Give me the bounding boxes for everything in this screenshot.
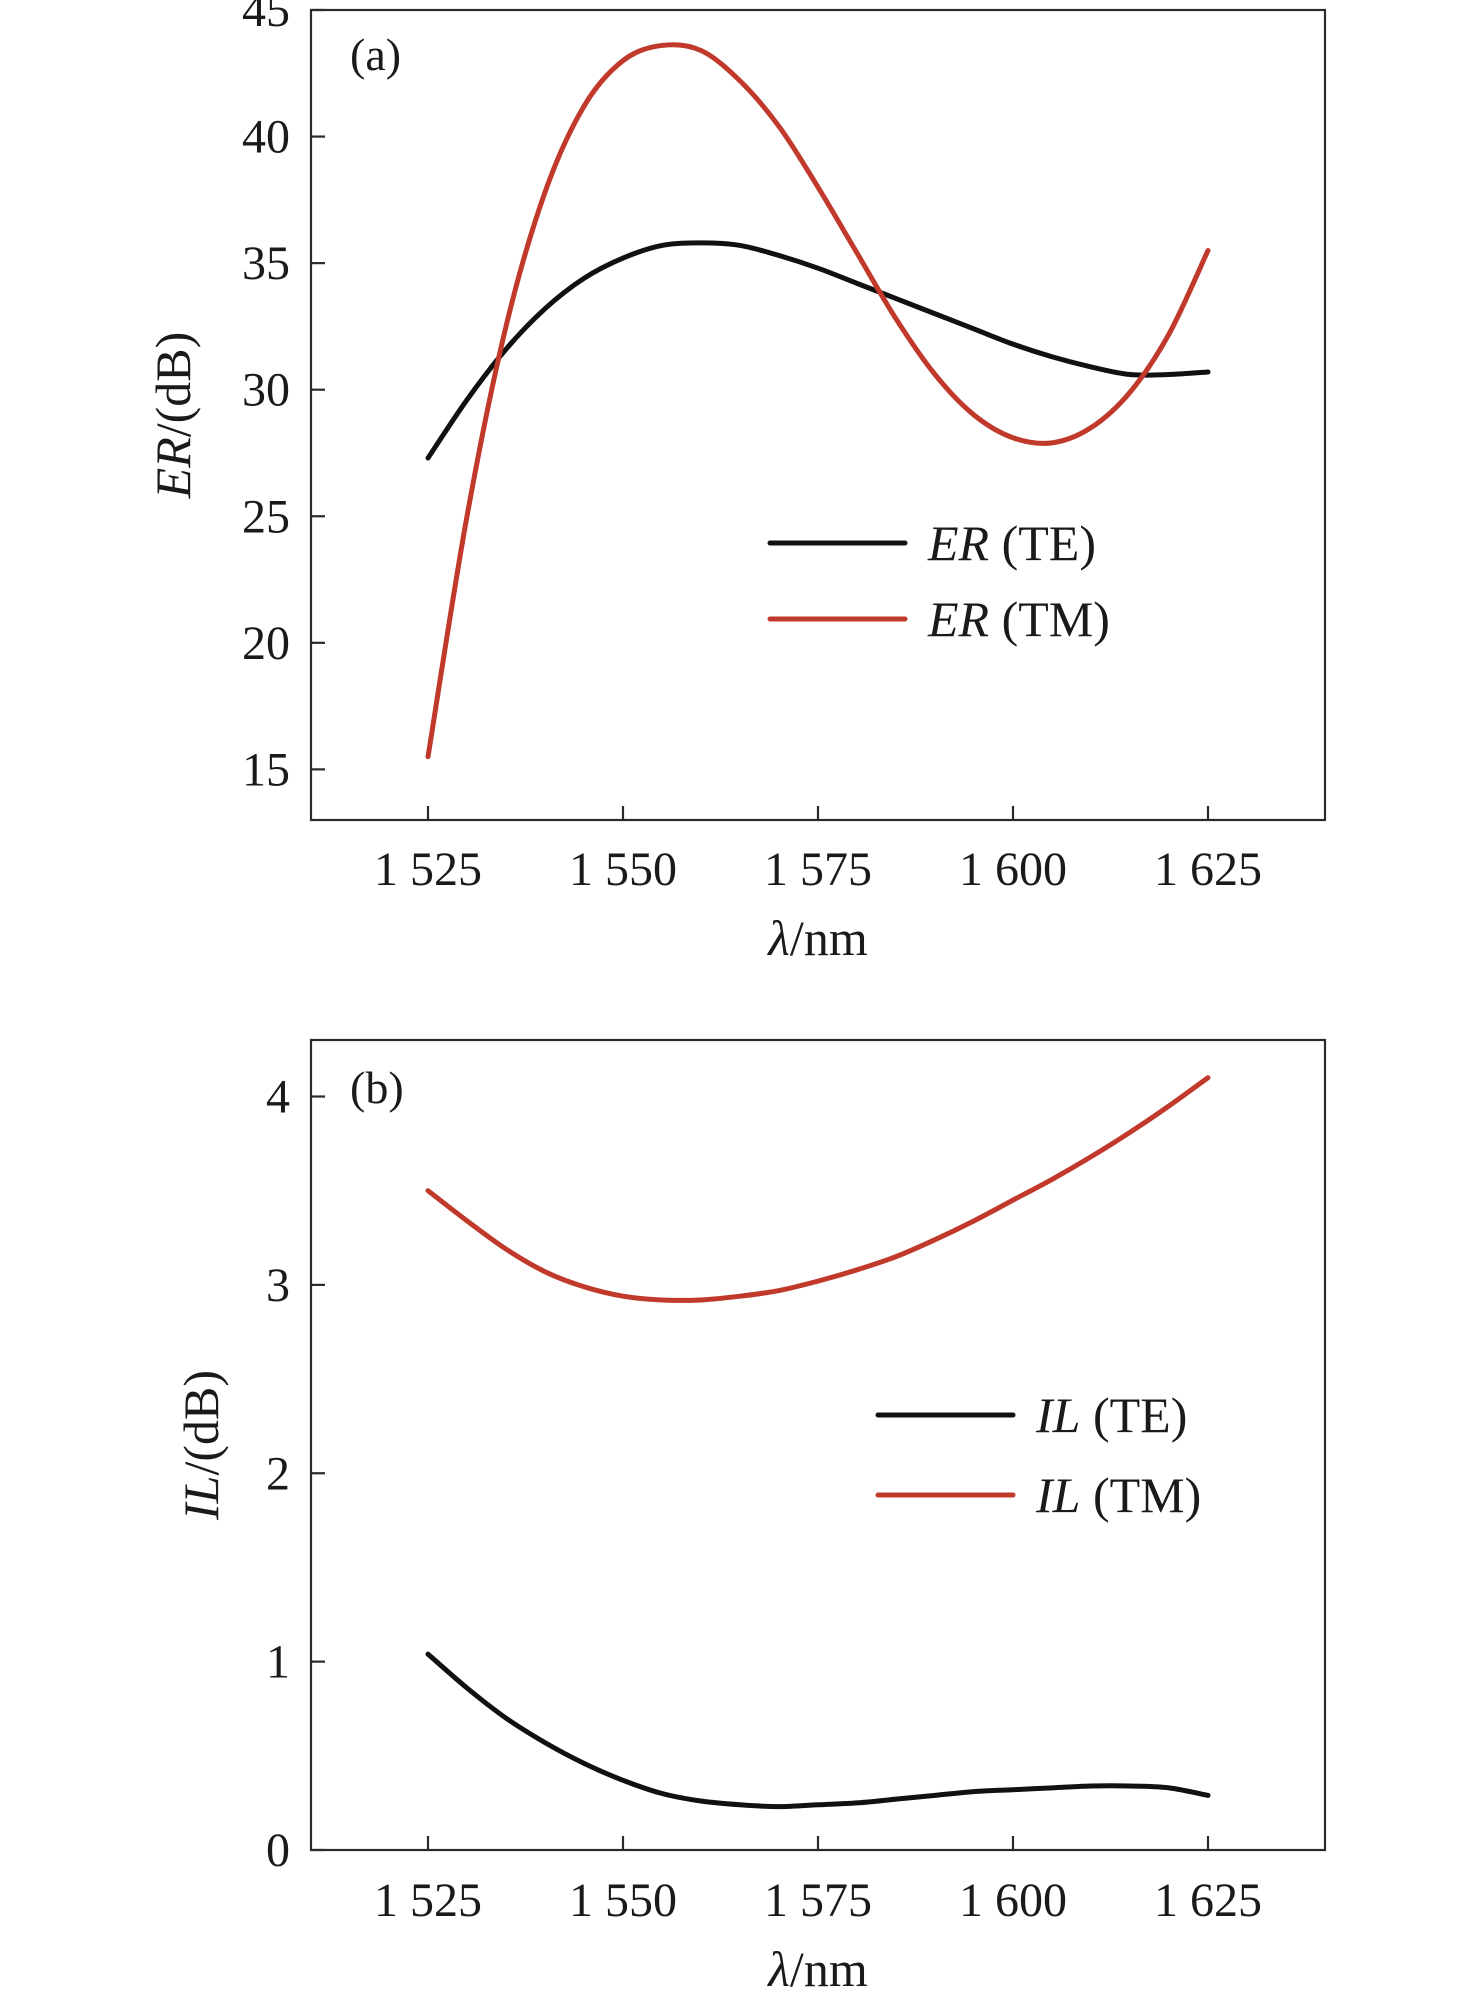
x-tick-label: 1 575 bbox=[764, 1874, 872, 1927]
y-tick-label: 1 bbox=[266, 1636, 290, 1689]
series-line-tm bbox=[425, 42, 1211, 760]
series-line-te bbox=[425, 1651, 1211, 1810]
y-tick-label: 2 bbox=[266, 1447, 290, 1500]
y-axis-symbol: ER bbox=[145, 437, 201, 499]
legend: IL (TE)IL (TM) bbox=[875, 1387, 1201, 1523]
y-axis-title: IL/(dB) bbox=[173, 1370, 229, 1521]
x-axis-symbol: λ bbox=[766, 910, 790, 966]
y-tick-label: 20 bbox=[242, 617, 290, 670]
x-axis-title: λ/nm bbox=[766, 1941, 868, 1997]
legend-suffix: (TE) bbox=[989, 515, 1096, 571]
x-tick-label: 1 600 bbox=[959, 843, 1067, 896]
y-axis-unit: /(dB) bbox=[173, 1370, 229, 1476]
y-tick-label: 0 bbox=[266, 1824, 290, 1877]
legend-symbol: ER bbox=[927, 515, 989, 571]
legend: ER (TE)ER (TM) bbox=[767, 515, 1110, 647]
x-axis-symbol: λ bbox=[766, 1941, 790, 1997]
x-axis-unit: /nm bbox=[790, 1941, 868, 1997]
panel-label: (a) bbox=[350, 29, 401, 80]
legend-symbol: IL bbox=[1035, 1387, 1080, 1443]
y-tick-label: 3 bbox=[266, 1259, 290, 1312]
series-line-tm bbox=[425, 1075, 1211, 1303]
x-axis-unit: /nm bbox=[790, 910, 868, 966]
y-tick-label: 45 bbox=[242, 0, 290, 37]
y-axis-unit: /(dB) bbox=[145, 332, 201, 438]
y-axis-symbol: IL bbox=[173, 1476, 229, 1521]
x-tick-label: 1 550 bbox=[569, 843, 677, 896]
x-tick-label: 1 625 bbox=[1154, 1874, 1262, 1927]
legend-suffix: (TE) bbox=[1080, 1387, 1187, 1443]
chart-panel-a: 1 525 1 550 1 575 1 600 1 625 15 20 25 30 35 40 45 λ… bbox=[145, 0, 1327, 966]
legend-entry-label: ER (TM) bbox=[927, 591, 1110, 647]
x-tick-label: 1 600 bbox=[959, 1874, 1067, 1927]
x-axis-title: λ/nm bbox=[766, 910, 868, 966]
legend-suffix: (TM) bbox=[989, 591, 1110, 647]
plot-frame bbox=[309, 8, 1327, 822]
chart-panel-b: 1 525 1 550 1 575 1 600 1 62501234λ/nmIL/(dB… bbox=[173, 1038, 1327, 1997]
x-tick-label: 1 625 bbox=[1154, 843, 1262, 896]
x-tick-label: 1 525 bbox=[374, 1874, 482, 1927]
y-tick-label: 35 bbox=[242, 237, 290, 290]
legend-symbol: ER bbox=[927, 591, 989, 647]
y-axis-title: ER/(dB) bbox=[145, 332, 201, 500]
y-tick-label: 25 bbox=[242, 490, 290, 543]
x-tick-label: 1 525 bbox=[374, 843, 482, 896]
legend-entry-label: ER (TE) bbox=[927, 515, 1096, 571]
legend-entry-label: IL (TM) bbox=[1035, 1467, 1201, 1523]
y-tick-label: 4 bbox=[266, 1071, 290, 1124]
y-tick-label: 30 bbox=[242, 364, 290, 417]
legend-suffix: (TM) bbox=[1080, 1467, 1201, 1523]
plot-frame bbox=[309, 1038, 1327, 1852]
x-tick-label: 1 575 bbox=[764, 843, 872, 896]
x-tick-label: 1 550 bbox=[569, 1874, 677, 1927]
series-line-te bbox=[425, 240, 1211, 461]
legend-entry-label: IL (TE) bbox=[1035, 1387, 1187, 1443]
panel-label: (b) bbox=[350, 1062, 404, 1113]
y-tick-label: 40 bbox=[242, 111, 290, 164]
y-tick-label: 15 bbox=[242, 743, 290, 796]
legend-symbol: IL bbox=[1035, 1467, 1080, 1523]
